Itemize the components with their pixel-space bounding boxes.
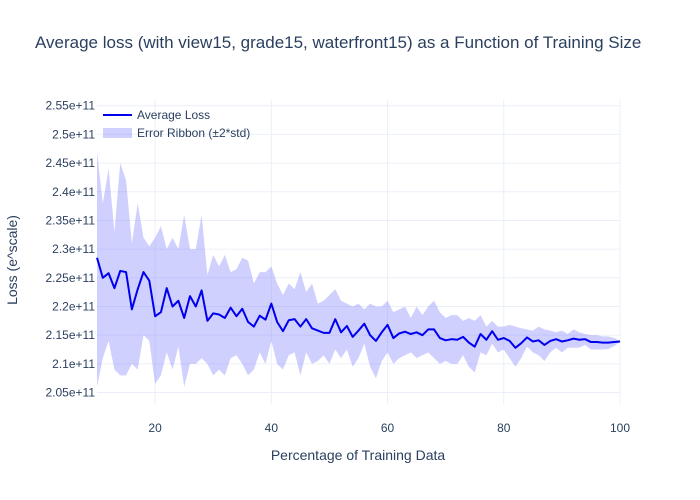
y-tick-label: 2.55e+11 [46,99,96,113]
legend[interactable]: Average Loss Error Ribbon (±2*std) [103,108,250,140]
y-tick-label: 2.4e+11 [52,185,95,199]
y-tick-label: 2.05e+11 [46,386,96,400]
x-axis-ticks: 20 40 60 80 100 [148,421,630,435]
y-tick-label: 2.5e+11 [52,127,95,141]
x-tick-label: 60 [381,421,395,435]
gridlines [97,100,621,404]
y-tick-label: 2.1e+11 [52,357,95,371]
y-tick-label: 2.2e+11 [52,299,95,313]
x-tick-label: 40 [265,421,279,435]
y-tick-label: 2.25e+11 [46,271,96,285]
average-loss-line [96,257,621,349]
x-tick-label: 20 [148,421,162,435]
x-tick-label: 80 [497,421,511,435]
y-tick-label: 2.15e+11 [46,328,96,342]
y-axis-ticks: 2.05e+11 2.1e+11 2.15e+11 2.2e+11 2.25e+11 2.… [46,99,96,400]
error-ribbon-area [97,151,620,387]
y-tick-label: 2.35e+11 [46,213,96,227]
legend-label-error-ribbon: Error Ribbon (±2*std) [137,126,250,140]
average-loss-layer [96,257,621,349]
y-tick-label: 2.45e+11 [46,156,96,170]
x-axis-title: Percentage of Training Data [271,447,446,463]
legend-swatch-error-ribbon [103,128,132,138]
y-axis-title: Loss (e^scale) [4,215,20,305]
error-ribbon-layer [97,151,620,387]
x-tick-label: 100 [610,421,630,435]
chart-title: Average loss (with view15, grade15, wate… [35,33,642,52]
y-tick-label: 2.3e+11 [52,242,95,256]
legend-label-average-loss: Average Loss [137,108,210,122]
